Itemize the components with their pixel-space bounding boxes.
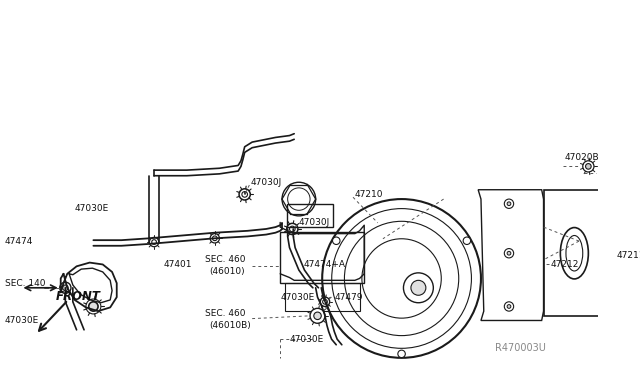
Circle shape (507, 251, 511, 255)
Circle shape (507, 305, 511, 308)
Text: R470003U: R470003U (495, 343, 546, 353)
Circle shape (463, 237, 470, 244)
Circle shape (321, 297, 330, 307)
Text: 47020B: 47020B (565, 153, 600, 161)
Text: 47210: 47210 (355, 190, 383, 199)
Circle shape (210, 234, 220, 243)
Circle shape (63, 285, 68, 291)
Text: 47474: 47474 (4, 237, 33, 246)
Text: 47030E: 47030E (75, 204, 109, 213)
Circle shape (89, 302, 98, 311)
Text: FRONT: FRONT (56, 290, 101, 303)
Text: 47030E: 47030E (289, 335, 324, 344)
Text: 47401: 47401 (163, 260, 192, 269)
Text: 47030E: 47030E (280, 293, 314, 302)
Circle shape (60, 282, 71, 294)
Text: (46010B): (46010B) (209, 321, 251, 330)
Circle shape (583, 161, 594, 172)
Text: 47030E: 47030E (4, 316, 39, 325)
Circle shape (314, 312, 321, 320)
Circle shape (282, 182, 316, 216)
Circle shape (504, 199, 514, 208)
Circle shape (504, 248, 514, 258)
Text: 47474+A: 47474+A (303, 260, 346, 269)
Text: SEC. 140: SEC. 140 (4, 279, 45, 288)
Circle shape (600, 302, 610, 311)
Bar (285, 283, 360, 311)
Bar (287, 204, 333, 227)
Circle shape (411, 280, 426, 295)
Bar (280, 232, 364, 283)
Circle shape (239, 189, 250, 200)
Circle shape (149, 237, 159, 247)
Ellipse shape (561, 228, 588, 279)
Circle shape (310, 308, 325, 323)
Circle shape (504, 302, 514, 311)
Circle shape (287, 223, 298, 235)
Circle shape (507, 202, 511, 206)
Circle shape (600, 199, 610, 208)
Text: 47212: 47212 (551, 260, 579, 269)
Circle shape (333, 237, 340, 244)
Text: 47211: 47211 (616, 251, 640, 260)
Text: 47030J: 47030J (299, 218, 330, 227)
Circle shape (398, 350, 405, 357)
Text: (46010): (46010) (209, 267, 245, 276)
Text: SEC. 460: SEC. 460 (205, 308, 246, 318)
Bar (545, 190, 605, 316)
Text: 47479: 47479 (334, 293, 363, 302)
Circle shape (586, 164, 591, 169)
Text: SEC. 460: SEC. 460 (205, 255, 246, 264)
Text: 47030J: 47030J (250, 178, 282, 187)
